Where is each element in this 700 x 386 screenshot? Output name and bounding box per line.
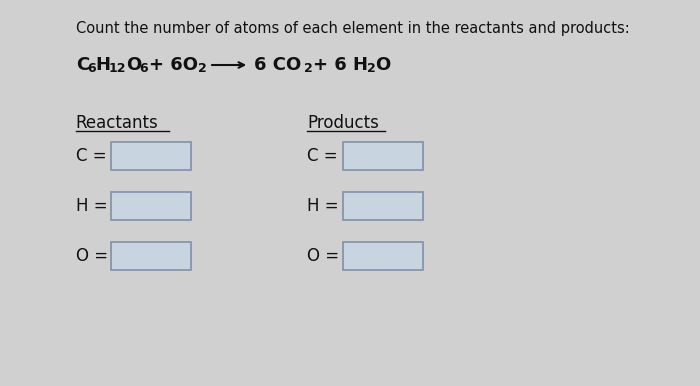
- FancyBboxPatch shape: [342, 242, 423, 270]
- Text: C: C: [76, 56, 89, 74]
- Text: O: O: [127, 56, 141, 74]
- Text: Products: Products: [307, 114, 379, 132]
- Text: C =: C =: [76, 147, 106, 165]
- Text: 2: 2: [304, 62, 313, 75]
- Text: + 6O: + 6O: [150, 56, 199, 74]
- Text: O =: O =: [76, 247, 108, 265]
- Text: O =: O =: [307, 247, 339, 265]
- Text: 2: 2: [197, 62, 206, 75]
- Text: O: O: [375, 56, 391, 74]
- FancyBboxPatch shape: [111, 142, 191, 170]
- Text: 6: 6: [88, 62, 96, 75]
- Text: Count the number of atoms of each element in the reactants and products:: Count the number of atoms of each elemen…: [76, 21, 629, 36]
- Text: H: H: [95, 56, 110, 74]
- Text: H =: H =: [76, 197, 107, 215]
- Text: 6: 6: [140, 62, 148, 75]
- Text: 2: 2: [368, 62, 376, 75]
- Text: H =: H =: [307, 197, 339, 215]
- Text: 6 CO: 6 CO: [253, 56, 301, 74]
- Text: 12: 12: [108, 62, 126, 75]
- Text: Reactants: Reactants: [76, 114, 158, 132]
- FancyBboxPatch shape: [111, 242, 191, 270]
- Text: C =: C =: [307, 147, 337, 165]
- FancyBboxPatch shape: [342, 142, 423, 170]
- Text: + 6 H: + 6 H: [313, 56, 368, 74]
- FancyBboxPatch shape: [342, 192, 423, 220]
- FancyBboxPatch shape: [111, 192, 191, 220]
